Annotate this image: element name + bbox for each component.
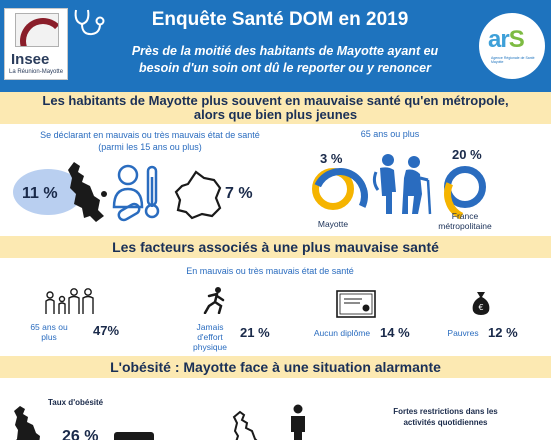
diploma-icon <box>336 290 376 318</box>
france-map-icon <box>174 170 222 220</box>
factor-physical-label-line-2: physique <box>192 342 228 352</box>
factor-physical-label-line-1: Jamais d'effort <box>196 322 224 342</box>
section1-left-label-line-2: (parmi les 15 ans ou plus) <box>98 142 202 152</box>
mayotte-bad-health-pct: 11 % <box>22 185 58 202</box>
section1-title-line-2: alors que bien plus jeunes <box>193 107 358 122</box>
factor-age-label-line-1: 65 ans ou <box>30 322 68 332</box>
metropole-label-line-2: métropolitaine <box>438 221 492 231</box>
factor-diploma-value: 14 % <box>380 325 410 340</box>
header-banner: Insee La Réunion-Mayotte Enquête Santé D… <box>0 0 551 92</box>
factor-age-label-line-2: plus <box>41 332 57 342</box>
metropole-65plus-pct: 20 % <box>452 147 482 162</box>
section1-right-label: 65 ans ou plus <box>360 129 420 139</box>
family-icon <box>45 288 94 314</box>
mayotte-65plus-donut <box>312 168 354 210</box>
ars-name-b: S <box>508 26 525 53</box>
restrictions-label-line-1: Fortes restrictions dans les <box>393 407 498 416</box>
metropole-label: France métropolitaine <box>430 211 500 231</box>
restrictions-label: Fortes restrictions dans les activités q… <box>378 406 513 428</box>
elderly-couple-icon <box>372 154 432 215</box>
insee-mark-icon <box>15 13 59 47</box>
obesity-pct: 26 % <box>62 428 99 440</box>
factor-physical-value: 21 % <box>240 325 270 340</box>
svg-text:€: € <box>478 303 483 312</box>
mayotte-65plus-pct: 3 % <box>320 151 343 166</box>
subtitle-line-1: Près de la moitié des habitants de Mayot… <box>131 44 439 58</box>
ars-name: arS <box>488 26 525 54</box>
section1-title: Les habitants de Mayotte plus souvent en… <box>0 92 551 124</box>
sick-person-icon <box>112 164 160 222</box>
ars-logo: arS Agence Régionale de Santé Mayotte <box>479 13 545 79</box>
section3-title: L'obésité : Mayotte face à une situation… <box>0 356 551 378</box>
factor-age-label: 65 ans ou plus <box>28 322 70 342</box>
section2-subtitle: En mauvais ou très mauvais état de santé <box>186 266 354 276</box>
mayotte-map-outline-icon <box>232 410 258 440</box>
restrictions-label-line-2: activités quotidiennes <box>403 418 488 427</box>
obesity-label: Taux d'obésité <box>48 398 104 407</box>
section1-title-line-1: Les habitants de Mayotte plus souvent en… <box>42 93 509 108</box>
metropole-65plus-donut <box>444 166 486 208</box>
factor-physical-label: Jamais d'effort physique <box>185 322 235 352</box>
section1-left-label-line-1: Se déclarant en mauvais ou très mauvais … <box>40 130 260 140</box>
metropole-bad-health-pct: 7 % <box>225 185 253 202</box>
factor-poor-label: Pauvres <box>447 328 479 338</box>
insee-logo: Insee La Réunion-Mayotte <box>4 8 68 80</box>
page-subtitle: Près de la moitié des habitants de Mayot… <box>105 43 465 77</box>
insee-subtitle: La Réunion-Mayotte <box>9 69 64 75</box>
mayotte-label: Mayotte <box>317 219 349 229</box>
stethoscope-icon <box>74 9 105 36</box>
scale-icon <box>114 432 154 440</box>
metropole-label-line-1: France <box>451 211 479 221</box>
section1-left-label: Se déclarant en mauvais ou très mauvais … <box>10 129 290 153</box>
ars-subtitle: Agence Régionale de Santé Mayotte <box>491 56 535 64</box>
mayotte-map-icon <box>68 162 107 222</box>
ars-name-a: ar <box>488 26 510 53</box>
subtitle-line-2: besoin d'un soin ont dû le reporter ou y… <box>139 61 431 75</box>
factor-age-value: 47% <box>93 323 120 338</box>
standing-person-icon <box>291 404 305 440</box>
insee-name: Insee <box>11 51 50 68</box>
money-bag-icon: € <box>472 292 490 315</box>
section2-title: Les facteurs associés à une plus mauvais… <box>0 236 551 258</box>
factor-poor-value: 12 % <box>488 325 518 340</box>
page-title: Enquête Santé DOM en 2019 <box>151 9 409 30</box>
running-person-icon <box>203 287 225 314</box>
factor-diploma-label: Aucun diplôme <box>313 328 371 338</box>
mayotte-map-small-icon <box>14 406 40 440</box>
